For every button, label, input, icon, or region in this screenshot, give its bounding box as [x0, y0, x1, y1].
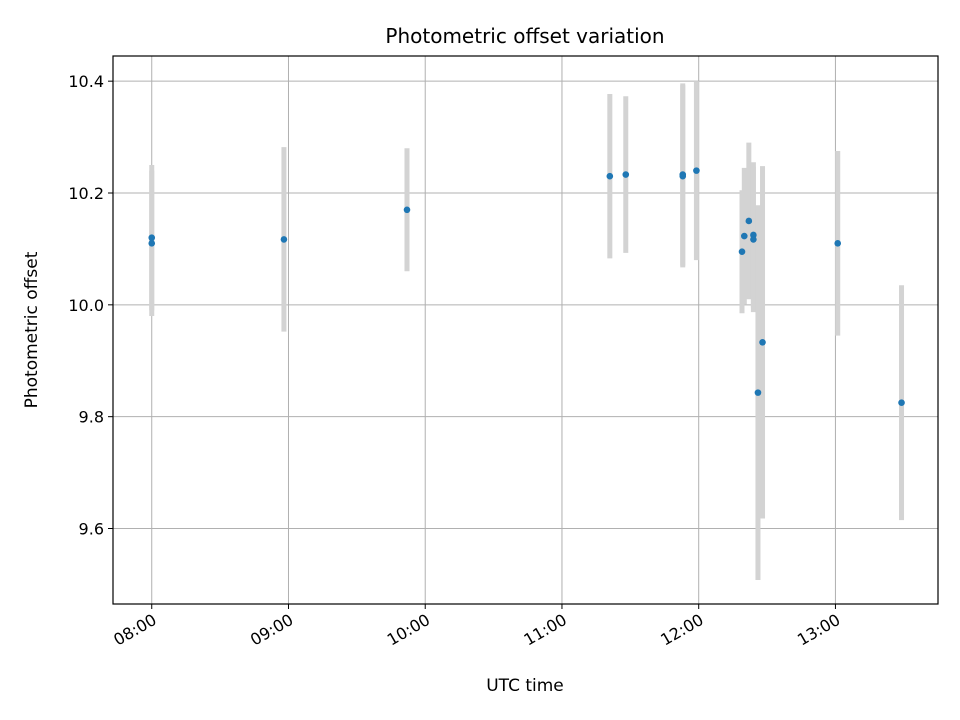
- data-point: [738, 248, 746, 256]
- errorbar-layer: [149, 81, 905, 580]
- grid-layer: [113, 56, 938, 604]
- y-tick-label: 10.4: [68, 72, 104, 91]
- tick-layer: 08:00 09:00 10:00 11:00 12:00 13:00 9.6 9.8 10.0…: [68, 72, 843, 649]
- x-tick-label: 09:00: [247, 610, 296, 650]
- data-point: [280, 236, 288, 243]
- x-tick-label: 11:00: [521, 610, 570, 650]
- data-point: [622, 171, 630, 178]
- chart-title: Photometric offset variation: [385, 24, 664, 48]
- x-tick-label: 08:00: [110, 610, 159, 650]
- y-tick-label: 9.6: [79, 520, 104, 539]
- data-point: [754, 389, 762, 396]
- point-layer: [148, 167, 905, 406]
- y-tick-label: 9.8: [79, 408, 104, 427]
- data-point: [606, 172, 614, 180]
- data-point: [740, 232, 748, 240]
- x-axis-title: UTC time: [486, 676, 564, 696]
- y-axis-title: Photometric offset: [22, 251, 42, 408]
- data-point: [403, 206, 411, 214]
- x-tick-label: 13:00: [794, 610, 843, 650]
- x-tick-label: 10:00: [384, 610, 433, 650]
- data-point: [148, 234, 156, 242]
- data-point: [148, 240, 156, 247]
- data-point: [745, 217, 753, 225]
- plot-area-frame: [112, 55, 939, 605]
- y-tick-label: 10.0: [68, 296, 104, 315]
- data-point: [679, 172, 687, 180]
- x-tick-label: 12:00: [657, 610, 706, 650]
- data-point: [693, 167, 700, 174]
- data-point: [898, 399, 905, 406]
- data-point: [759, 339, 766, 346]
- data-point: [750, 236, 757, 243]
- y-tick-label: 10.2: [68, 184, 104, 203]
- data-point: [834, 240, 842, 247]
